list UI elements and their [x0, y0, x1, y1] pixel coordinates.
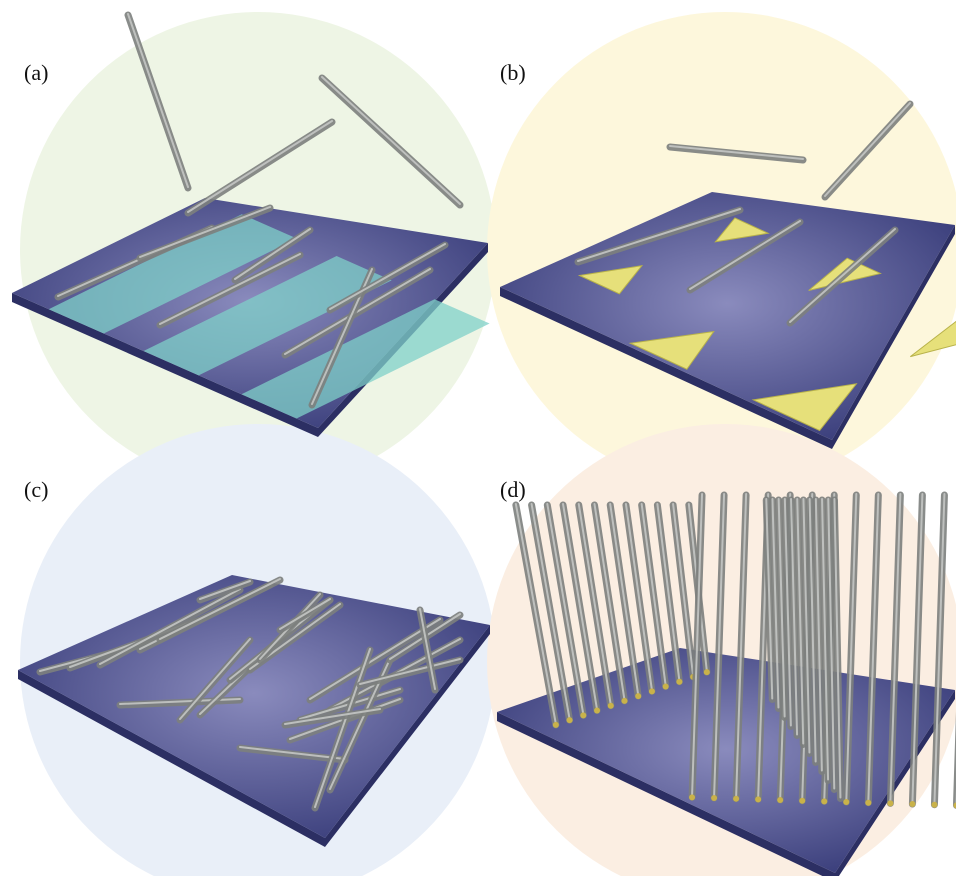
figure: (a) (b) (c) (d): [0, 0, 956, 876]
nanowire-foot: [865, 800, 871, 806]
nanowire-foot: [704, 669, 710, 675]
nanowire-foot: [799, 798, 805, 804]
panel-label: (c): [24, 477, 48, 502]
nanowire-foot: [635, 693, 641, 699]
nanowire-foot: [843, 799, 849, 805]
nanowire-foot: [608, 703, 614, 709]
nanowire-foot: [689, 794, 695, 800]
nanowire-foot: [553, 722, 559, 728]
nanowire-foot: [931, 802, 937, 808]
nanowire-foot: [821, 798, 827, 804]
nanowire-foot: [711, 795, 717, 801]
nanowire-foot: [733, 796, 739, 802]
nanowire-foot: [663, 684, 669, 690]
nanowire-foot: [594, 708, 600, 714]
nanowire-foot: [755, 796, 761, 802]
nanowire-foot: [676, 679, 682, 685]
nanowire-foot: [621, 698, 627, 704]
nanowire-foot: [567, 717, 573, 723]
panel-label: (a): [24, 60, 48, 85]
nanowire-foot: [887, 800, 893, 806]
nanowire-foot: [777, 797, 783, 803]
nanowire-foot: [649, 688, 655, 694]
panel-label: (b): [500, 60, 526, 85]
panel-label: (d): [500, 477, 526, 502]
nanowire-foot: [909, 801, 915, 807]
nanowire-foot: [580, 712, 586, 718]
